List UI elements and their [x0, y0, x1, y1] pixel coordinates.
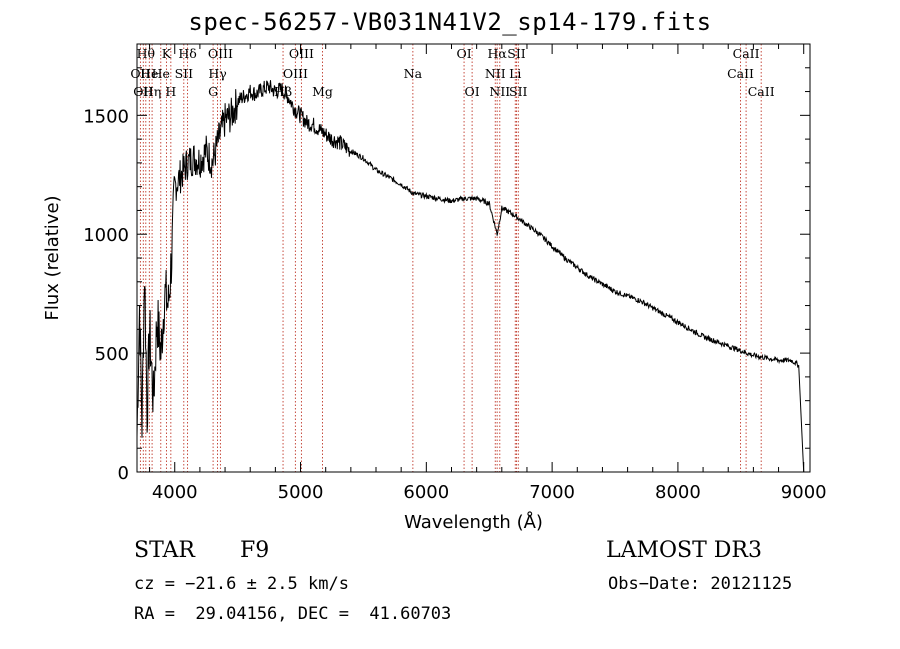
ra-dec: RA = 29.04156, DEC = 41.60703 [134, 604, 452, 624]
spectral-line-label: OII [130, 66, 150, 81]
x-tick-label: 4000 [152, 482, 198, 503]
spectral-line-label: OIII [289, 46, 314, 61]
survey-label: LAMOST DR3 [606, 538, 762, 563]
spectral-line-label: He [152, 66, 170, 81]
spectrum-line [136, 80, 805, 473]
object-subclass: F9 [240, 538, 270, 563]
spectral-line-label: NII [485, 66, 506, 81]
spectral-line-markers [139, 44, 762, 472]
spectral-line-label: Mg [312, 84, 333, 99]
spectral-line-label: OIII [283, 66, 308, 81]
chart-title: spec-56257-VB031N41V2_sp14-179.fits [188, 8, 712, 36]
spectral-line-label: OII [133, 84, 153, 99]
spectral-line-label: Hθ [137, 46, 155, 61]
y-tick-label: 1000 [83, 225, 129, 246]
object-class: STAR [134, 538, 195, 563]
spectral-line-label: He [140, 66, 158, 81]
spectral-line-label: SII [509, 84, 528, 99]
x-tick-label: 5000 [278, 482, 324, 503]
y-tick-label: 500 [95, 344, 129, 365]
y-tick-label: 0 [118, 463, 129, 484]
spectral-line-label: Hη [143, 84, 161, 99]
x-tick-label: 6000 [403, 482, 449, 503]
spectral-line-label: CaII [748, 84, 775, 99]
spectral-line-label: OIII [208, 46, 233, 61]
x-tick-label: 7000 [529, 482, 575, 503]
spectral-line-label: K [162, 46, 172, 61]
spectral-line-label: CaII [733, 46, 760, 61]
spectral-line-label: Li [509, 66, 521, 81]
y-axis-label: Flux (relative) [42, 195, 63, 320]
redshift-cz: cz = −21.6 ± 2.5 km/s [134, 574, 349, 594]
spectral-line-labels: OIIOIIHθHeHηHeKHSIIHδGHγOIIIHβOIIIOIIIMg… [130, 46, 774, 99]
x-axis-label: Wavelength (Å) [404, 511, 543, 533]
spectral-line-label: OI [465, 84, 480, 99]
spectral-line-label: OI [456, 46, 471, 61]
x-tick-label: 8000 [655, 482, 701, 503]
plot-frame [136, 43, 811, 473]
spectral-line-label: CaII [727, 66, 754, 81]
spectral-line-label: Hγ [208, 66, 226, 81]
observation-date: Obs−Date: 20121125 [608, 574, 793, 594]
spectral-line-label: Hα [487, 46, 507, 61]
spectral-line-label: H [165, 84, 176, 99]
spectral-line-label: G [208, 84, 218, 99]
y-tick-label: 1500 [83, 106, 129, 127]
spectral-line-label: SII [507, 46, 526, 61]
spectral-line-label: NII [489, 84, 510, 99]
axes: 4000 5000 6000 7000 8000 9000 0 500 1000 1500 Wave… [42, 43, 827, 533]
spectral-line-label: SII [175, 66, 194, 81]
spectral-line-label: Hδ [178, 46, 196, 61]
spectral-line-label: Na [404, 66, 423, 81]
x-tick-label: 9000 [781, 482, 827, 503]
